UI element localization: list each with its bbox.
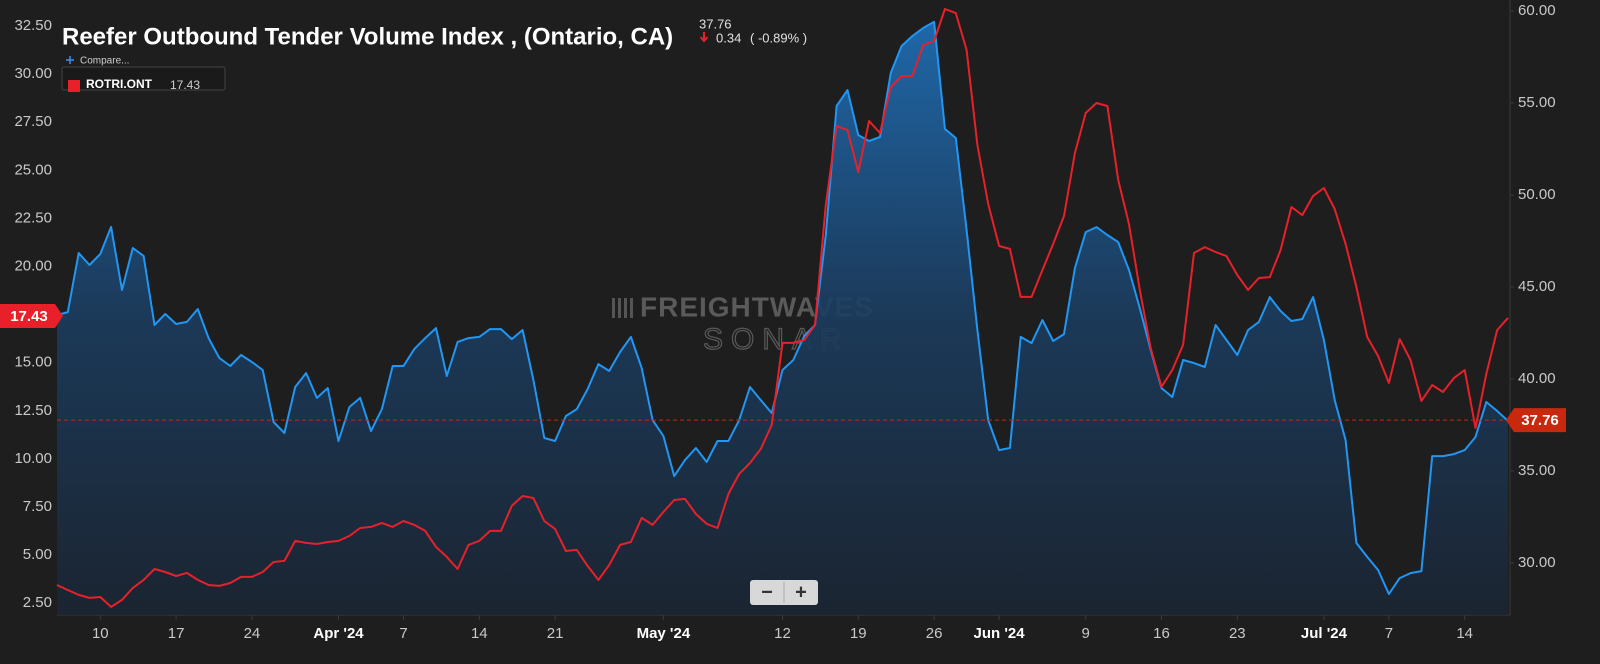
x-tick-label: 16	[1153, 625, 1170, 642]
x-tick-label: 14	[471, 625, 488, 642]
x-tick-label: Jul '24	[1301, 625, 1348, 642]
y2-tick-label: 55.00	[1518, 94, 1556, 111]
y-tick-label: 5.00	[23, 546, 52, 563]
x-tick-label: May '24	[637, 625, 691, 642]
y2-tick-label: 30.00	[1518, 554, 1556, 571]
zoom-out-button[interactable]: −	[761, 581, 773, 603]
zoom-in-button[interactable]: +	[795, 581, 807, 603]
series-area	[57, 21, 1508, 615]
x-tick-label: 17	[168, 625, 185, 642]
legend-swatch	[68, 80, 80, 92]
chart-title: Reefer Outbound Tender Volume Index , (O…	[62, 23, 673, 50]
y2-tick-label: 35.00	[1518, 462, 1556, 479]
watermark-icon	[624, 298, 627, 318]
x-tick-label: 14	[1456, 625, 1473, 642]
header-change-pct: ( -0.89% )	[750, 30, 807, 45]
y-marker-label: 17.43	[10, 308, 48, 325]
legend-box	[61, 66, 226, 91]
y-tick-label: 2.50	[23, 594, 52, 611]
y-tick-label: 20.00	[14, 257, 52, 274]
x-tick-label: 10	[92, 625, 109, 642]
watermark-icon	[612, 298, 615, 318]
y-tick-label: 30.00	[14, 65, 52, 82]
y-tick-label: 32.50	[14, 17, 52, 34]
y-tick-label: 22.50	[14, 209, 52, 226]
x-tick-label: Jun '24	[974, 625, 1026, 642]
y-tick-label: 15.00	[14, 354, 52, 371]
y2-tick-label: 60.00	[1518, 2, 1556, 19]
x-tick-label: 24	[244, 625, 261, 642]
down-arrow	[699, 32, 709, 43]
y2-marker-badge	[1506, 408, 1566, 433]
x-tick-label: 7	[399, 625, 407, 642]
x-tick-label: 21	[547, 625, 564, 642]
plot-area	[56, 8, 1510, 615]
x-tick-label: 26	[926, 625, 943, 642]
y-tick-label: 27.50	[14, 113, 52, 130]
legend-label[interactable]: ROTRI.ONT	[86, 77, 153, 91]
zoom-controls: − +	[750, 580, 818, 605]
x-tick-label: 12	[774, 625, 791, 642]
legend-value: 17.43	[170, 78, 200, 92]
header-value: 37.76	[699, 16, 732, 31]
compare-link[interactable]: Compare...	[80, 56, 129, 67]
x-tick-label: 7	[1385, 625, 1393, 642]
y-tick-label: 12.50	[14, 402, 52, 419]
compare-icon[interactable]	[66, 56, 74, 64]
y2-tick-label: 40.00	[1518, 370, 1556, 387]
y-tick-label: 10.00	[14, 450, 52, 467]
series-line	[56, 20, 1509, 595]
y-tick-label: 7.50	[23, 498, 52, 515]
x-tick-label: Apr '24	[313, 625, 364, 642]
y2-marker-label: 37.76	[1521, 412, 1559, 429]
header: Reefer Outbound Tender Volume Index , (O…	[61, 16, 807, 92]
x-tick-label: 19	[850, 625, 867, 642]
series-line	[56, 8, 1509, 608]
x-tick-label: 23	[1229, 625, 1246, 642]
y2-tick-label: 45.00	[1518, 278, 1556, 295]
x-tick-label: 9	[1082, 625, 1090, 642]
watermark-icon	[630, 298, 633, 318]
y-tick-label: 25.00	[14, 161, 52, 178]
watermark-icon	[618, 298, 621, 318]
y2-tick-label: 50.00	[1518, 186, 1556, 203]
y-marker-badge	[0, 303, 63, 328]
header-change: 0.34	[716, 30, 741, 45]
